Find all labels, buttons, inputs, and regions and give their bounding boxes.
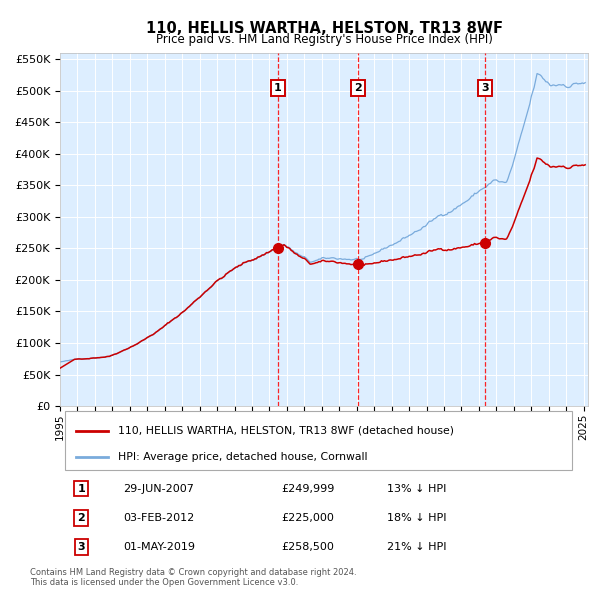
Text: 01-MAY-2019: 01-MAY-2019	[124, 542, 196, 552]
Text: 3: 3	[481, 83, 488, 93]
Text: 29-JUN-2007: 29-JUN-2007	[124, 484, 194, 494]
FancyBboxPatch shape	[65, 411, 572, 470]
Text: 21% ↓ HPI: 21% ↓ HPI	[388, 542, 447, 552]
Text: 2: 2	[355, 83, 362, 93]
Text: £258,500: £258,500	[282, 542, 335, 552]
Text: 13% ↓ HPI: 13% ↓ HPI	[388, 484, 447, 494]
Text: 1: 1	[77, 484, 85, 494]
Text: 2: 2	[77, 513, 85, 523]
Text: Contains HM Land Registry data © Crown copyright and database right 2024.
This d: Contains HM Land Registry data © Crown c…	[30, 568, 356, 587]
Text: 18% ↓ HPI: 18% ↓ HPI	[388, 513, 447, 523]
Text: 110, HELLIS WARTHA, HELSTON, TR13 8WF (detached house): 110, HELLIS WARTHA, HELSTON, TR13 8WF (d…	[118, 426, 454, 436]
Text: 1: 1	[274, 83, 282, 93]
Text: 110, HELLIS WARTHA, HELSTON, TR13 8WF: 110, HELLIS WARTHA, HELSTON, TR13 8WF	[146, 21, 503, 35]
Text: HPI: Average price, detached house, Cornwall: HPI: Average price, detached house, Corn…	[118, 452, 368, 462]
Text: 3: 3	[77, 542, 85, 552]
Text: £225,000: £225,000	[282, 513, 335, 523]
Text: 03-FEB-2012: 03-FEB-2012	[124, 513, 194, 523]
Text: Price paid vs. HM Land Registry's House Price Index (HPI): Price paid vs. HM Land Registry's House …	[155, 33, 493, 46]
Text: £249,999: £249,999	[282, 484, 335, 494]
